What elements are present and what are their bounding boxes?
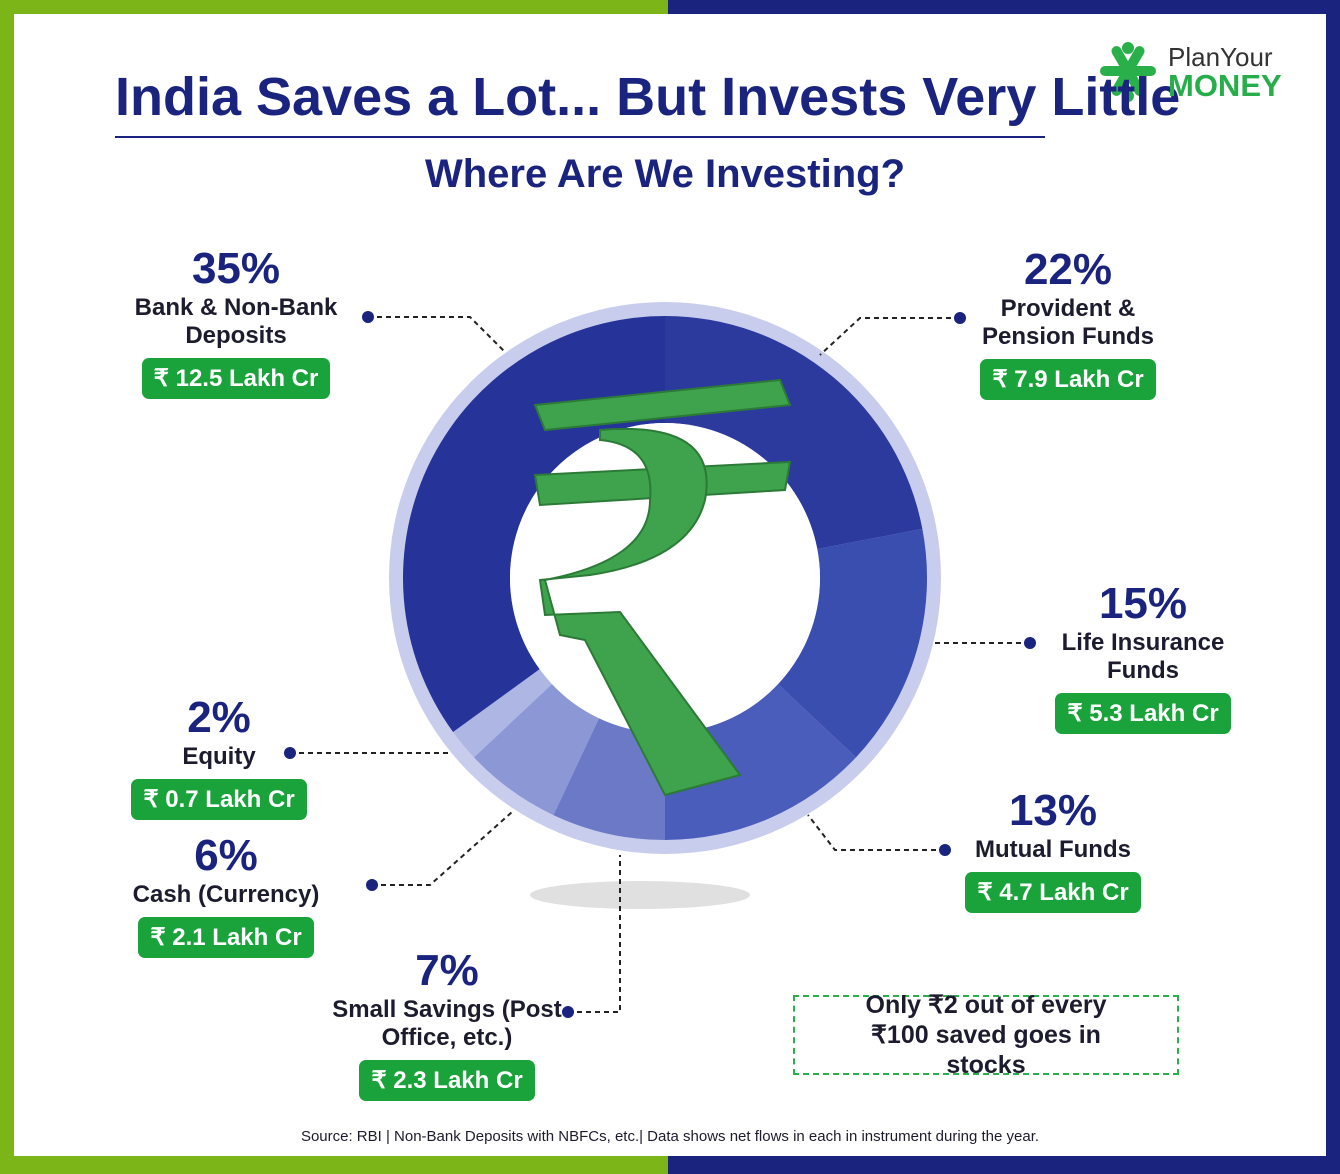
logo-text: PlanYour — [1168, 42, 1273, 72]
connector-dot — [366, 879, 378, 891]
amount-label: ₹ 5.3 Lakh Cr — [993, 693, 1293, 734]
connector — [807, 814, 945, 851]
logo-text: MONEY — [1168, 68, 1282, 103]
connector-dot — [362, 311, 374, 323]
percent-label: 6% — [194, 831, 258, 880]
category-label: Provident & Pension Funds — [981, 295, 1154, 350]
percent-label: 35% — [191, 244, 281, 293]
amount-badge: ₹ 2.1 Lakh Cr — [138, 917, 314, 958]
donut-slice — [665, 684, 856, 840]
chart-title: India Saves a Lot... But Invests Very Li… — [115, 67, 1181, 127]
connector — [372, 811, 513, 886]
amount-badge: ₹ 7.9 Lakh Cr — [980, 359, 1156, 400]
donut-slice — [665, 316, 923, 549]
percent-label: 7% — [415, 946, 479, 995]
connector-dot — [562, 1006, 574, 1018]
amount-label: ₹ 7.9 Lakh Cr — [918, 359, 1218, 400]
connector — [568, 855, 621, 1013]
donut-slice — [453, 669, 553, 758]
donut-slice — [553, 718, 665, 840]
connector-dot — [954, 312, 966, 324]
percent-label: 15% — [1098, 579, 1188, 628]
amount-badge: ₹ 5.3 Lakh Cr — [1055, 693, 1231, 734]
category-label: Equity — [182, 743, 256, 770]
percent-label: 22% — [1023, 245, 1113, 294]
category-label: Bank & Non-Bank Deposits — [134, 294, 338, 349]
logo-icon — [1100, 42, 1156, 102]
callout: Only ₹2 out of every ₹100 saved goes in … — [793, 991, 1179, 1079]
amount-label: ₹ 4.7 Lakh Cr — [903, 872, 1203, 913]
percent-label: 2% — [187, 693, 251, 742]
category-label: Life Insurance Funds — [1061, 629, 1225, 684]
connector-dot — [284, 747, 296, 759]
percent-label: 13% — [1008, 786, 1098, 835]
connector — [819, 317, 960, 356]
amount-badge: ₹ 4.7 Lakh Cr — [965, 872, 1141, 913]
amount-label: ₹ 2.1 Lakh Cr — [76, 917, 376, 958]
amount-badge: ₹ 12.5 Lakh Cr — [141, 358, 331, 399]
chart-subtitle: Where Are We Investing? — [424, 152, 906, 196]
rupee-icon — [533, 378, 792, 797]
donut-slice — [777, 528, 928, 758]
amount-label: ₹ 0.7 Lakh Cr — [69, 779, 369, 820]
donut-slice — [474, 684, 600, 816]
category-label: Small Savings (Post Office, etc.) — [332, 996, 562, 1051]
amount-label: ₹ 12.5 Lakh Cr — [86, 358, 386, 399]
category-label: Mutual Funds — [975, 836, 1131, 863]
category-label: Cash (Currency) — [132, 881, 320, 908]
source-note: Source: RBI | Non-Bank Deposits with NBF… — [300, 1128, 1040, 1145]
connector-dot — [1024, 637, 1036, 649]
amount-badge: ₹ 2.3 Lakh Cr — [359, 1060, 535, 1101]
connector-dot — [939, 844, 951, 856]
connector — [368, 316, 506, 353]
amount-label: ₹ 2.3 Lakh Cr — [297, 1060, 597, 1101]
amount-badge: ₹ 0.7 Lakh Cr — [131, 779, 307, 820]
shadow — [530, 881, 750, 909]
